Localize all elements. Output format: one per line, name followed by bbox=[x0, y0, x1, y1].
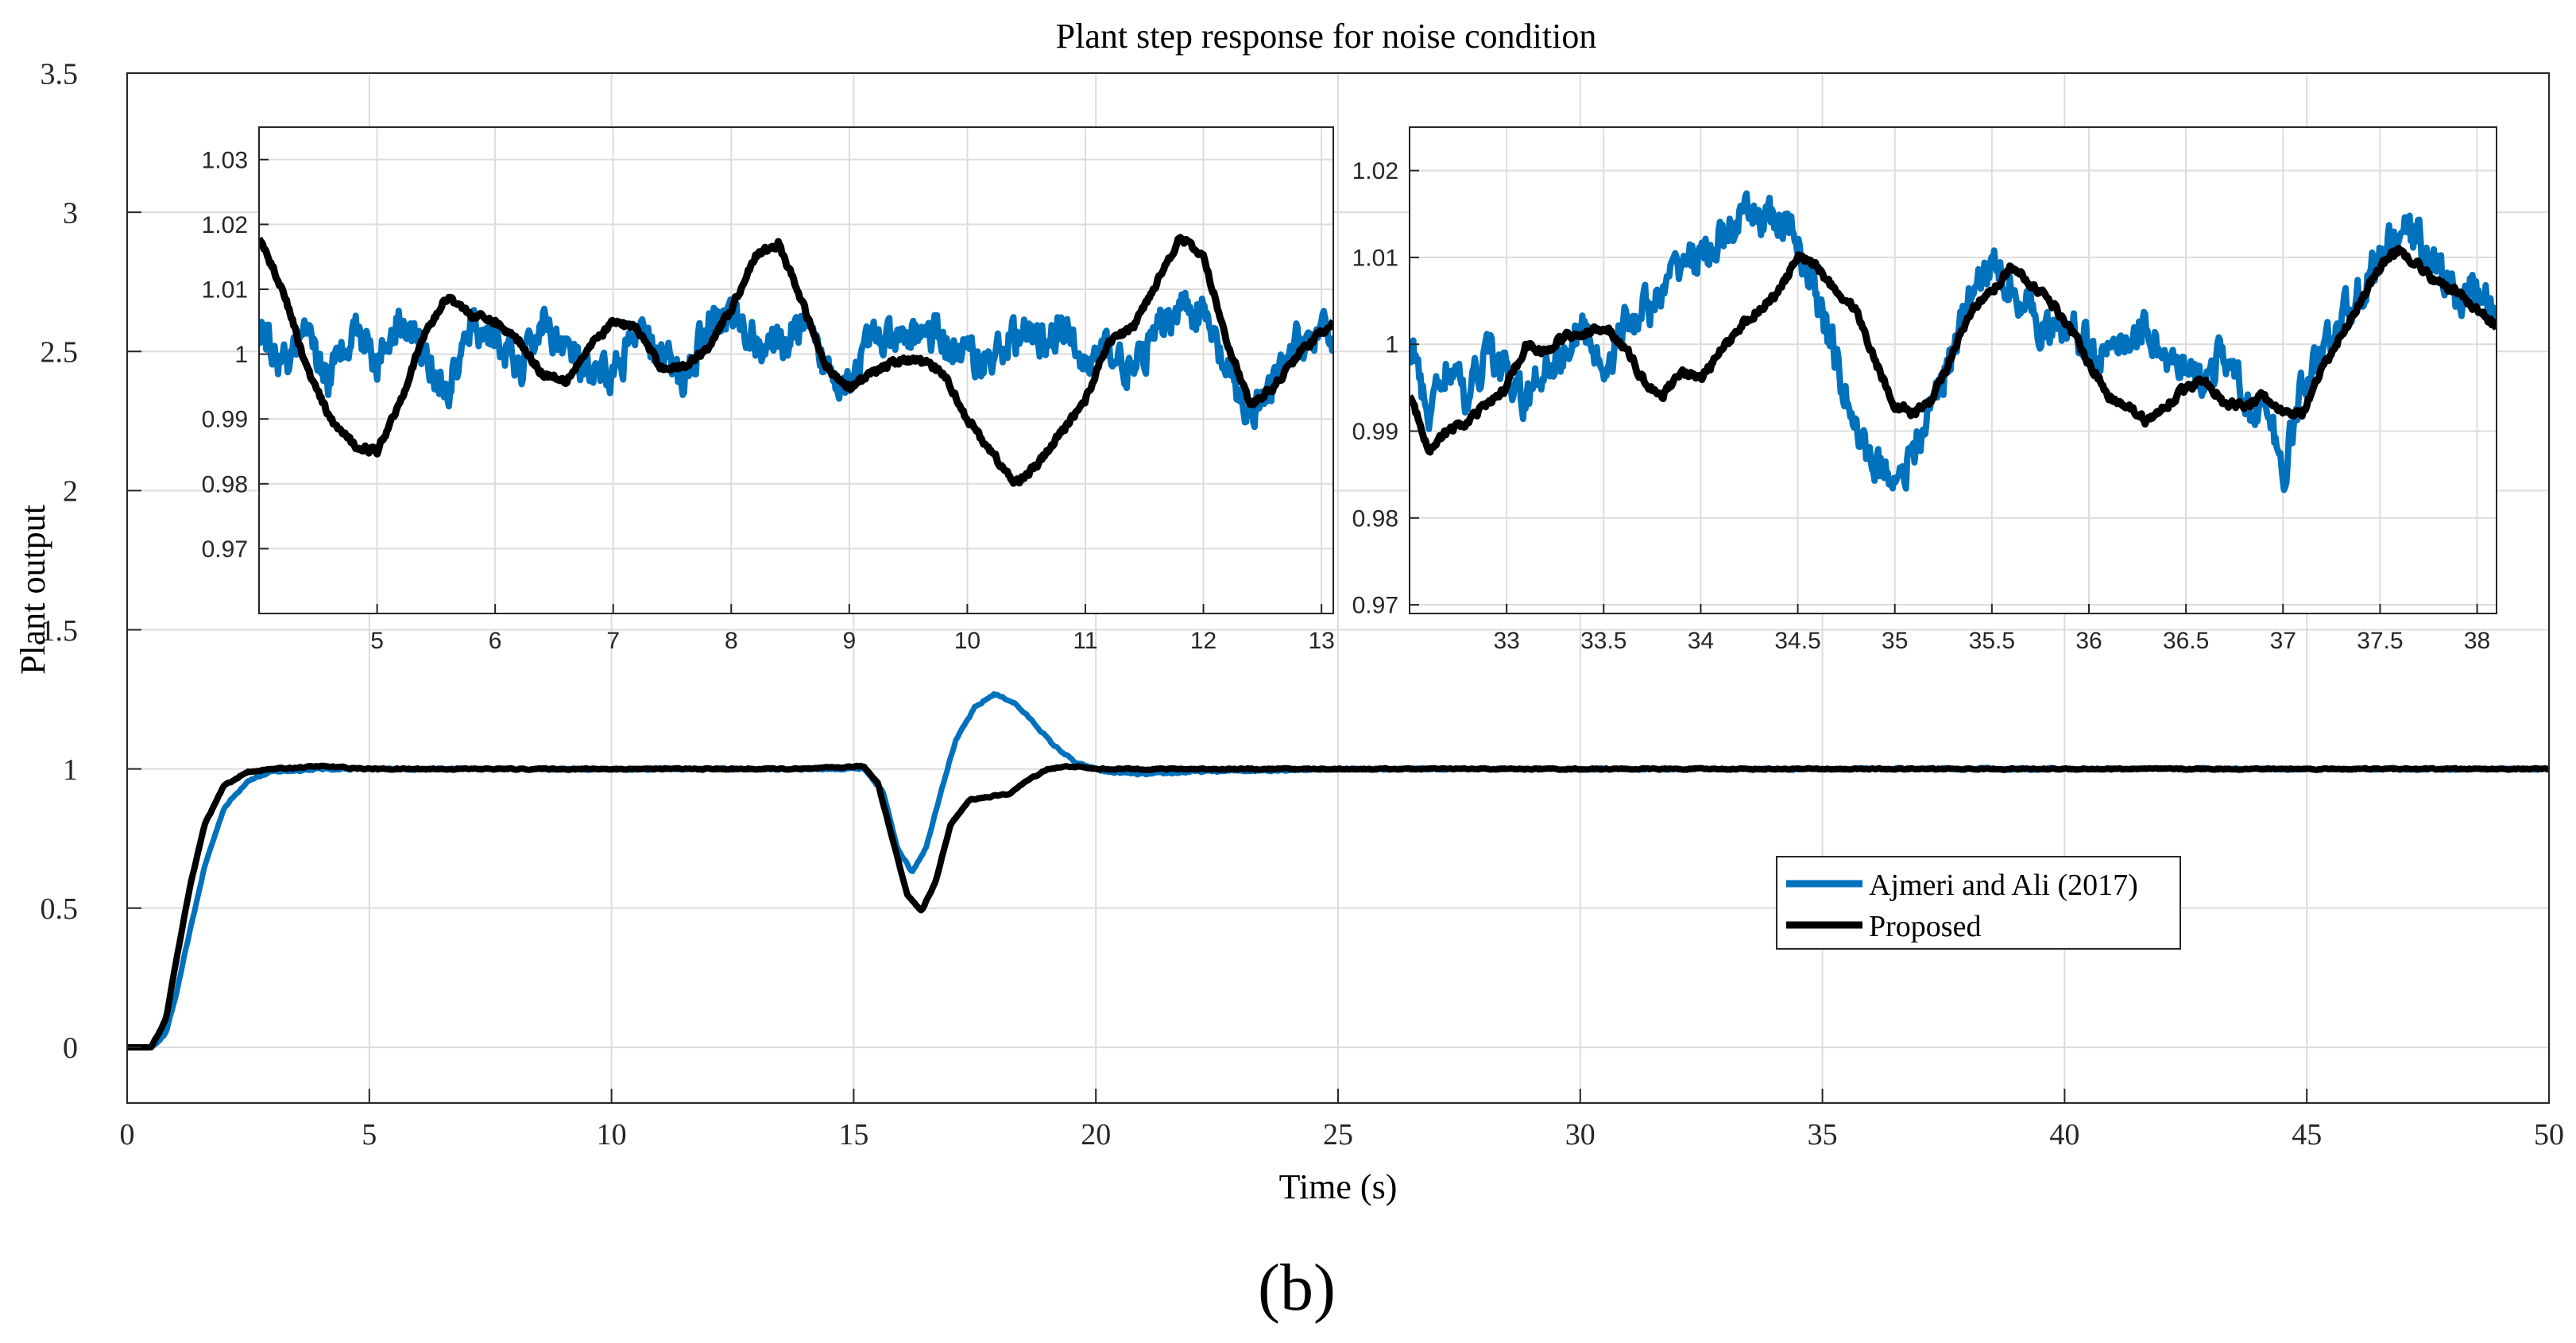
x-tick-label: 33 bbox=[1493, 628, 1519, 654]
x-tick-label: 35 bbox=[1882, 628, 1908, 654]
y-tick-label: 0.97 bbox=[202, 536, 248, 563]
x-tick-label: 20 bbox=[1081, 1118, 1111, 1151]
x-axis-label: Time (s) bbox=[1279, 1167, 1398, 1206]
legend-label-ajmeri: Ajmeri and Ali (2017) bbox=[1869, 869, 2138, 902]
legend-box bbox=[1776, 856, 2181, 950]
y-tick-label: 1.5 bbox=[41, 614, 79, 648]
x-tick-label: 37 bbox=[2270, 628, 2296, 654]
x-tick-label: 6 bbox=[489, 628, 502, 654]
x-tick-label: 50 bbox=[2534, 1118, 2564, 1151]
y-tick-label: 1.01 bbox=[1352, 245, 1398, 271]
inset-right-chart: 33 33.5 34 34.5 35 35.5 36 36.5 37 37.5 38 0.97 0.98… bbox=[1352, 126, 2497, 654]
y-tick-label: 0.97 bbox=[1352, 593, 1398, 619]
x-tick-label: 5 bbox=[362, 1118, 377, 1151]
x-tick-label: 40 bbox=[2049, 1118, 2079, 1151]
x-tick-label: 7 bbox=[606, 628, 620, 654]
y-tick-label: 3 bbox=[63, 196, 78, 230]
x-tick-label: 0 bbox=[120, 1118, 135, 1151]
y-tick-label: 1.02 bbox=[202, 212, 248, 238]
x-tick-label: 35 bbox=[1808, 1118, 1838, 1151]
legend: Ajmeri and Ali (2017) Proposed bbox=[1776, 856, 2181, 950]
series-line-proposed bbox=[259, 234, 1333, 487]
figure-caption: (b) bbox=[1258, 1251, 1336, 1325]
y-tick-label: 0.98 bbox=[202, 471, 248, 497]
legend-label-proposed: Proposed bbox=[1869, 910, 1981, 943]
y-tick-label: 0.99 bbox=[202, 407, 248, 433]
x-tick-label: 25 bbox=[1323, 1118, 1353, 1151]
inset-right-series-lines bbox=[1410, 190, 2497, 493]
y-tick-label: 1 bbox=[63, 753, 78, 787]
x-tick-label: 36 bbox=[2075, 628, 2102, 654]
series-line-ajmeri bbox=[259, 289, 1333, 431]
x-tick-label: 37.5 bbox=[2357, 628, 2403, 654]
x-tick-label: 10 bbox=[597, 1118, 627, 1151]
main-series-lines bbox=[127, 691, 2549, 1051]
y-tick-label: 0.5 bbox=[41, 892, 79, 926]
x-tick-label: 9 bbox=[843, 628, 857, 654]
x-tick-label: 8 bbox=[725, 628, 738, 654]
inset-right-axes-box bbox=[1409, 126, 2497, 614]
y-tick-label: 1.01 bbox=[202, 277, 248, 304]
inset-left-axes-box bbox=[258, 126, 1334, 614]
x-tick-label: 35.5 bbox=[1969, 628, 2015, 654]
x-tick-label: 36.5 bbox=[2163, 628, 2209, 654]
x-tick-label: 34.5 bbox=[1774, 628, 1820, 654]
y-tick-label: 0.99 bbox=[1352, 419, 1398, 445]
inset-left-background bbox=[259, 127, 1333, 613]
y-tick-label: 1.03 bbox=[202, 147, 248, 173]
y-tick-label: 0.98 bbox=[1352, 505, 1398, 532]
x-tick-label: 11 bbox=[1073, 628, 1097, 654]
y-tick-label: 1 bbox=[1385, 332, 1398, 358]
inset-left-series-lines bbox=[259, 234, 1333, 487]
inset-left-ticks: 5 6 7 8 9 10 11 12 13 0.97 0.98 0.99 1 1.01 1.02 1.03 bbox=[202, 147, 1335, 654]
x-tick-label: 34 bbox=[1688, 628, 1714, 654]
x-tick-label: 15 bbox=[838, 1118, 868, 1151]
x-tick-label: 45 bbox=[2292, 1118, 2322, 1151]
x-tick-label: 30 bbox=[1565, 1118, 1595, 1151]
series-line-proposed bbox=[127, 762, 2549, 1051]
x-tick-label: 33.5 bbox=[1580, 628, 1626, 654]
x-tick-label: 12 bbox=[1190, 628, 1216, 654]
x-tick-label: 13 bbox=[1308, 628, 1334, 654]
y-tick-label: 2.5 bbox=[41, 336, 79, 370]
x-tick-label: 5 bbox=[370, 628, 384, 654]
y-tick-label: 3.5 bbox=[41, 57, 79, 91]
x-tick-label: 38 bbox=[2464, 628, 2490, 654]
y-tick-label: 0 bbox=[63, 1031, 78, 1065]
y-axis-label: Plant output bbox=[14, 505, 52, 675]
inset-right-ticks: 33 33.5 34 34.5 35 35.5 36 36.5 37 37.5 38 0.97 0.98… bbox=[1352, 158, 2491, 654]
y-tick-label: 1.02 bbox=[1352, 158, 1398, 184]
y-tick-label: 2 bbox=[63, 475, 78, 509]
chart-title: Plant step response for noise condition bbox=[1056, 17, 1597, 56]
inset-left-chart: 5 6 7 8 9 10 11 12 13 0.97 0.98 0.99 1 1.01 1.02 1.03 bbox=[202, 126, 1335, 654]
x-tick-label: 10 bbox=[954, 628, 981, 654]
series-line-proposed bbox=[1410, 245, 2497, 456]
y-tick-label: 1 bbox=[234, 342, 248, 368]
